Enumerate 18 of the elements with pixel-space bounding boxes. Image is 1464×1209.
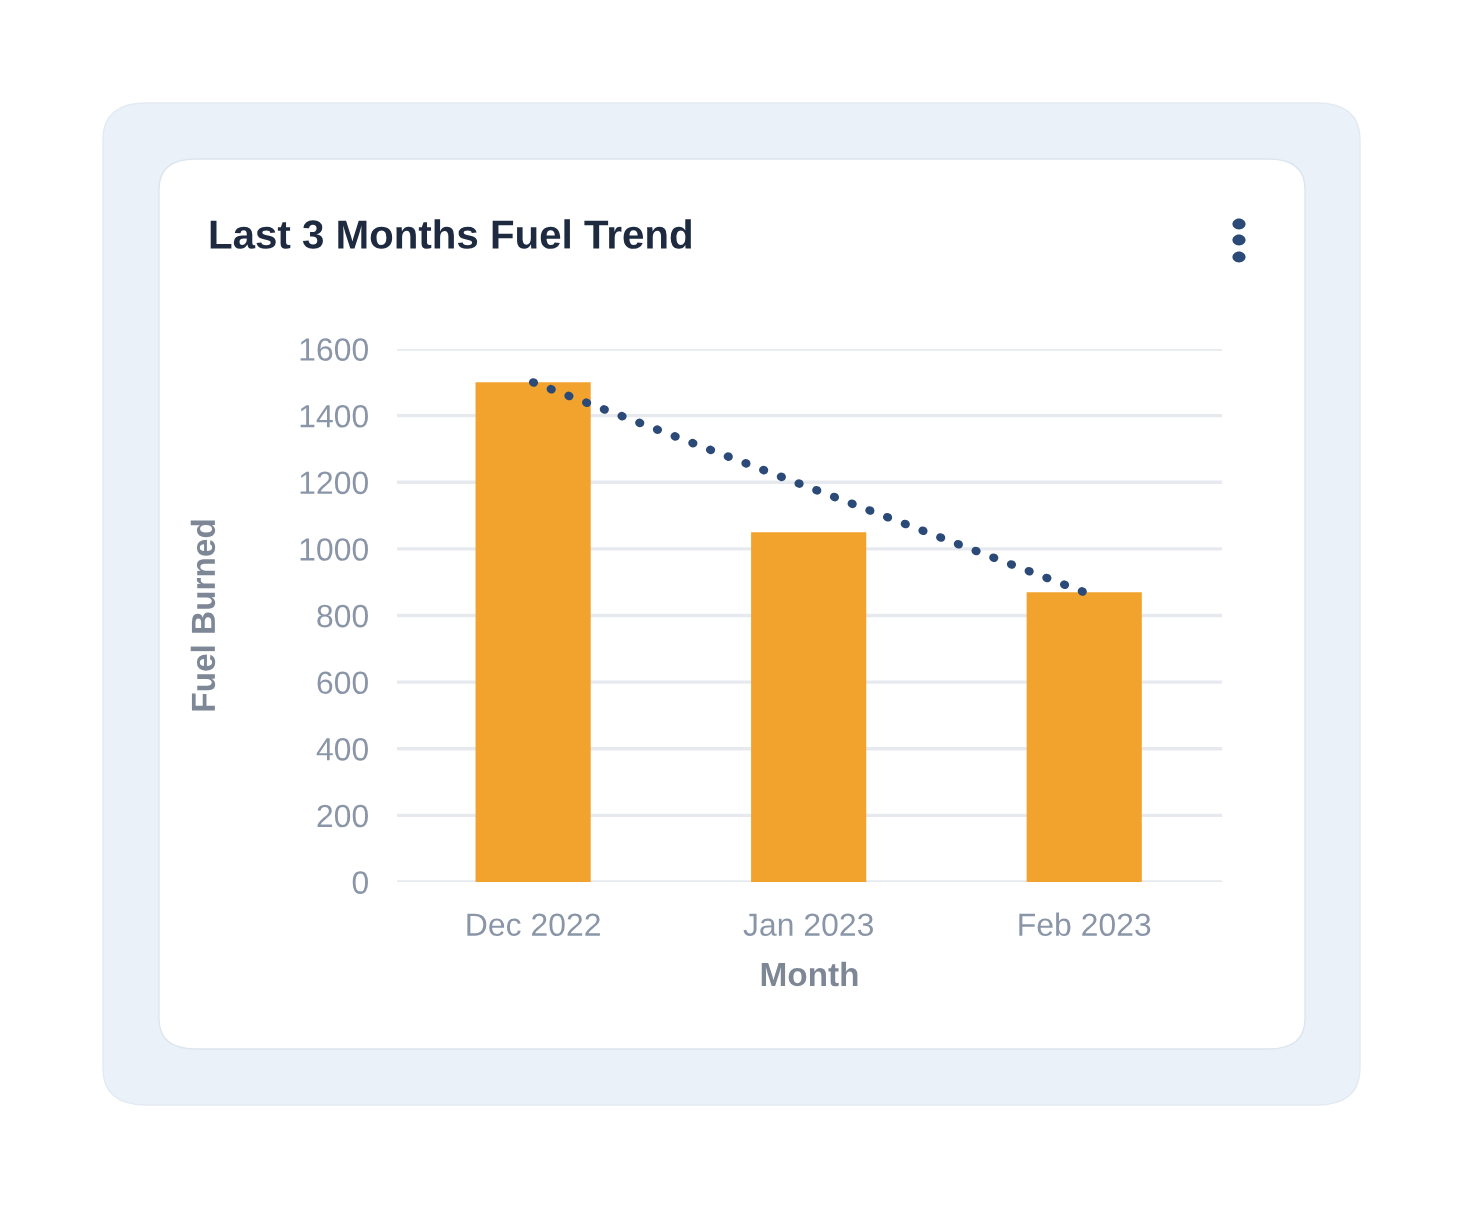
y-tick-label: 200 (317, 804, 368, 828)
y-tick-label: 400 (316, 738, 368, 761)
y-tick-label: 1600 (300, 338, 368, 361)
y-tick-label: 600 (317, 671, 368, 695)
bar (475, 382, 591, 882)
y-tick-label: 1400 (300, 404, 368, 428)
x-axis-title: Month (761, 961, 858, 987)
y-tick-label: 0 (352, 871, 368, 894)
y-tick-label: 800 (317, 604, 368, 628)
chart-title: Last 3 Months Fuel Trend (210, 219, 691, 249)
bar (751, 532, 867, 882)
x-tick-label: Dec 2022 (467, 913, 600, 937)
y-tick-label: 1000 (300, 538, 368, 561)
y-axis-title: Fuel Burned (190, 520, 216, 711)
y-tick-label: 1200 (300, 471, 368, 495)
x-tick-label: Jan 2023 (743, 913, 873, 937)
x-tick-label: Feb 2023 (1019, 912, 1151, 937)
bar (1026, 592, 1142, 882)
